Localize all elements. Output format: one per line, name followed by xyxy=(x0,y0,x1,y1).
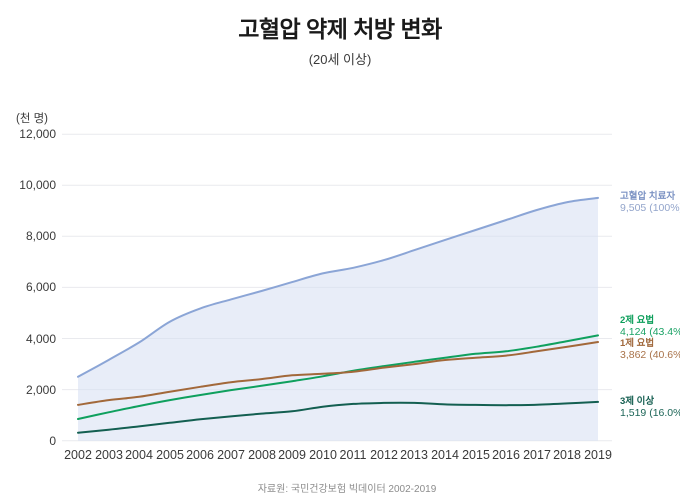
legend-value: 9,505 (100%) xyxy=(620,201,680,214)
legend-name: 1제 요법 xyxy=(620,338,655,349)
y-tick-label: 10,000 xyxy=(19,178,56,192)
legend-name: 2제 요법 xyxy=(620,315,655,326)
series-line-2 xyxy=(77,341,599,406)
x-tick-label: 2004 xyxy=(125,448,153,462)
x-tick-label: 2009 xyxy=(278,448,306,462)
x-tick-label: 2013 xyxy=(400,448,428,462)
source-note: 자료원: 국민건강보험 빅데이터 2002-2019 xyxy=(257,484,437,495)
x-tick-label: 2010 xyxy=(309,448,337,462)
x-tick-label: 2017 xyxy=(523,448,551,462)
y-axis-unit-label: (천 명) xyxy=(16,113,49,125)
x-tick-label: 2005 xyxy=(156,448,184,462)
legend-value: 4,124 (43.4%) xyxy=(620,325,680,338)
y-tick-label: 12,000 xyxy=(19,127,56,141)
series-line-0 xyxy=(77,196,599,378)
y-tick-label: 4,000 xyxy=(25,332,56,346)
y-tick-label: 2,000 xyxy=(25,383,56,397)
x-tick-label: 2014 xyxy=(431,448,459,462)
x-tick-label: 2019 xyxy=(584,448,612,462)
legend-value: 1,519 (16.0%) xyxy=(620,406,680,419)
x-tick-label: 2003 xyxy=(95,448,123,462)
x-tick-label: 2006 xyxy=(186,448,214,462)
legend-value: 3,862 (40.6%) xyxy=(620,348,680,361)
x-tick-label: 2016 xyxy=(492,448,520,462)
y-tick-label: 8,000 xyxy=(25,229,56,243)
x-tick-label: 2002 xyxy=(64,448,92,462)
legend-block-2: 1제 요법 3,862 (40.6%) xyxy=(620,338,680,361)
x-tick-label: 2012 xyxy=(370,448,398,462)
x-tick-label: 2008 xyxy=(248,448,276,462)
legend-block-0: 고혈압 치료자 9,505 (100%) xyxy=(620,191,680,214)
x-tick-label: 2018 xyxy=(553,448,581,462)
legend-name: 고혈압 치료자 xyxy=(620,191,676,202)
page-subtitle: (20세 이상) xyxy=(308,52,372,67)
legend-block-3: 3제 이상 1,519 (16.0%) xyxy=(620,396,680,419)
legend-name: 3제 이상 xyxy=(620,396,655,407)
area-fill-0 xyxy=(78,197,598,441)
x-tick-label: 2007 xyxy=(217,448,245,462)
x-tick-label: 2011 xyxy=(339,448,367,462)
legend-block-1: 2제 요법 4,124 (43.4%) xyxy=(620,315,680,338)
y-tick-label: 6,000 xyxy=(25,280,56,294)
y-tick-label: 0 xyxy=(49,434,56,448)
x-tick-label: 2015 xyxy=(462,448,490,462)
page-title: 고혈압 약제 처방 변화 xyxy=(238,16,442,42)
series-line-3 xyxy=(77,400,599,434)
